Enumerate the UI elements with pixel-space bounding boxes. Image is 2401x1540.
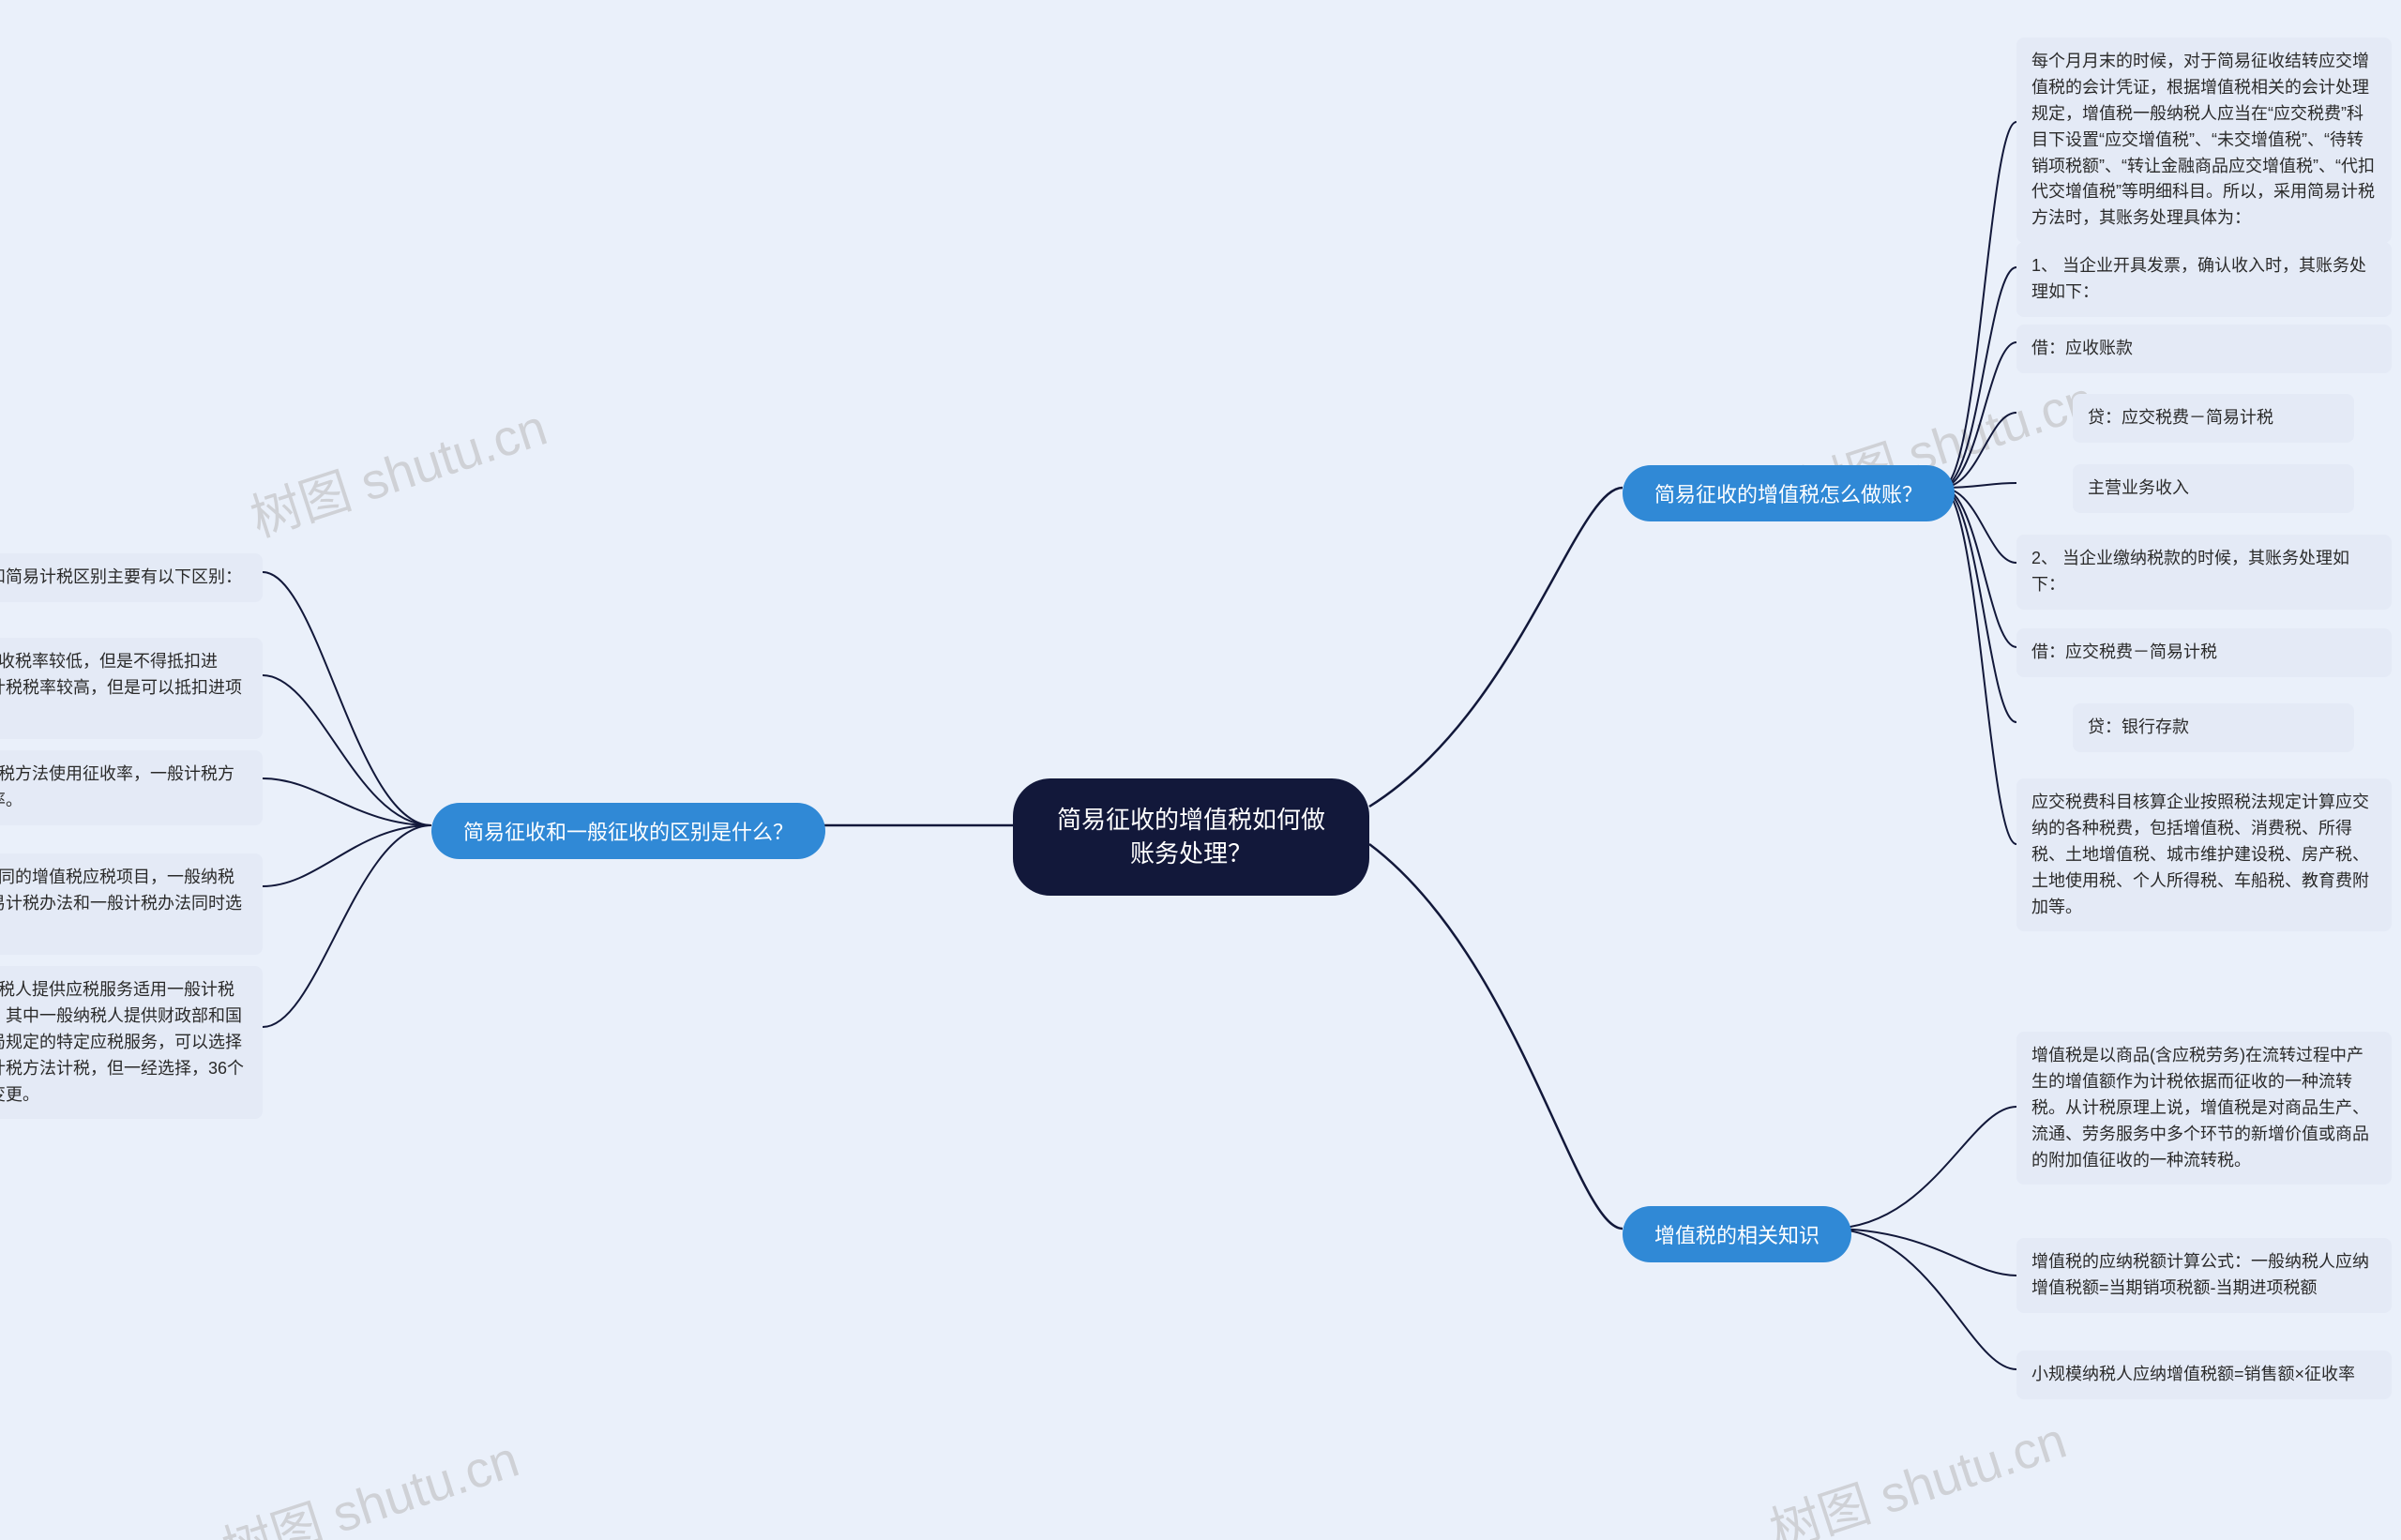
watermark: 树图 shutu.cn [240,385,555,551]
center-line2: 账务处理？ [1130,839,1252,868]
leaf-rt-8: 应交税费科目核算企业按照税法规定计算应交纳的各种税费，包括增值税、消费税、所得税… [2016,778,2392,931]
branch-left: 简易征收和一般征收的区别是什么？ [431,803,825,859]
leaf-left-4: 4、一般纳税人提供应税服务适用一般计税方法计税，其中一般纳税人提供财政部和国家税… [0,966,263,1119]
leaf-rb-0: 增值税是以商品(含应税劳务)在流转过程中产生的增值额作为计税依据而征收的一种流转… [2016,1032,2392,1185]
leaf-rt-3: 贷：应交税费－简易计税 [2073,394,2354,443]
leaf-rt-6: 借：应交税费－简易计税 [2016,628,2392,677]
leaf-rt-1: 1、 当企业开具发票，确认收入时，其账务处理如下： [2016,242,2392,317]
watermark: 树图 shutu.cn [1759,1398,2075,1540]
branch-right-top: 简易征收的增值税怎么做账？ [1623,465,1955,521]
leaf-rb-1: 增值税的应纳税额计算公式：一般纳税人应纳增值税额=当期销项税额-当期进项税额 [2016,1238,2392,1313]
leaf-left-2: 2、简易计税方法使用征收率，一般计税方法使用税率。 [0,750,263,825]
leaf-rt-5: 2、 当企业缴纳税款的时候，其账务处理如下： [2016,535,2392,610]
leaf-rb-2: 小规模纳税人应纳增值税额=销售额×征收率 [2016,1351,2392,1399]
branch-right-bottom: 增值税的相关知识 [1623,1206,1851,1262]
center-topic: 简易征收的增值税如何做 账务处理？ [1013,778,1369,896]
leaf-left-0: 一般计税和简易计税区别主要有以下区别： [0,553,263,602]
center-line1: 简易征收的增值税如何做 [1057,806,1325,834]
leaf-rt-7: 贷：银行存款 [2073,703,2354,752]
leaf-left-1: 1、简易征收税率较低，但是不得抵扣进项；一般计税税率较高，但是可以抵扣进项税额。 [0,638,263,739]
watermark: 树图 shutu.cn [212,1417,527,1540]
leaf-rt-4: 主营业务收入 [2073,464,2354,513]
leaf-rt-0: 每个月月末的时候，对于简易征收结转应交增值税的会计凭证，根据增值税相关的会计处理… [2016,38,2392,243]
leaf-left-3: 3、根据不同的增值税应税项目，一般纳税人可以简易计税办法和一般计税办法同时选用。 [0,853,263,955]
leaf-rt-2: 借：应收账款 [2016,325,2392,373]
